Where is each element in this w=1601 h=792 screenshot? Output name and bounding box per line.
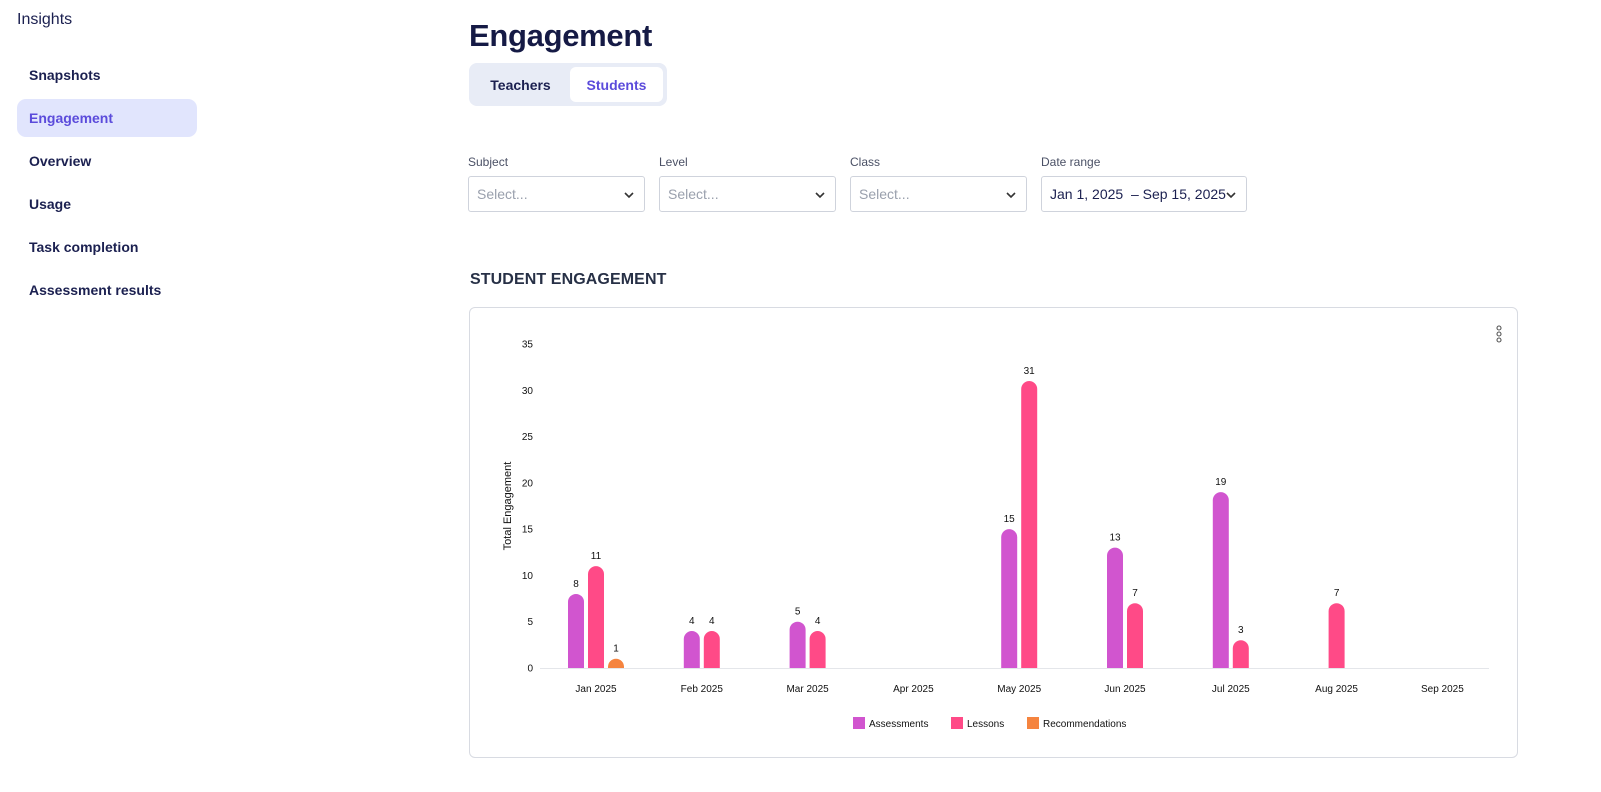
date-range-select[interactable]: Jan 1, 2025 – Sep 15, 2025 <box>1041 176 1247 212</box>
y-tick-label: 5 <box>527 617 533 628</box>
y-tick-label: 25 <box>522 432 534 443</box>
data-label: 7 <box>1132 588 1138 599</box>
subject-label: Subject <box>468 155 509 169</box>
tab-teachers[interactable]: Teachers <box>490 76 551 93</box>
level-filter: Level Select... <box>659 155 836 212</box>
x-tick-label: May 2025 <box>997 684 1041 695</box>
data-label: 11 <box>591 551 602 562</box>
chevron-down-icon <box>1226 192 1236 199</box>
legend-label: Recommendations <box>1043 719 1126 730</box>
bar-assessments <box>568 593 584 668</box>
data-label: 15 <box>1004 514 1016 525</box>
data-label: 4 <box>815 616 821 627</box>
data-label: 7 <box>1334 588 1340 599</box>
level-select[interactable]: Select... <box>659 176 836 212</box>
sidebar-item-task-completion[interactable]: Task completion <box>29 239 139 255</box>
chevron-down-icon <box>815 192 825 199</box>
date-range-filter: Date range Jan 1, 2025 – Sep 15, 2025 <box>1041 155 1247 212</box>
data-label: 19 <box>1215 477 1227 488</box>
bar-lessons <box>1232 640 1249 668</box>
y-tick-label: 30 <box>522 386 534 397</box>
sidebar-brand: Insights <box>17 11 73 28</box>
bar-lessons <box>588 566 604 668</box>
x-tick-label: Feb 2025 <box>681 684 724 695</box>
data-label: 4 <box>709 616 715 627</box>
legend-swatch-recommendations <box>1027 717 1039 729</box>
x-tick-label: Jul 2025 <box>1212 684 1250 695</box>
chart-card: 0 5 10 15 20 25 30 35 Total Engagement 8 11 1 Jan 20… <box>469 307 1518 758</box>
x-tick-label: Jan 2025 <box>575 684 617 695</box>
y-tick-label: 10 <box>522 571 534 582</box>
bar-assessments <box>683 630 700 668</box>
sidebar-item-usage[interactable]: Usage <box>29 196 72 212</box>
sidebar-item-overview[interactable]: Overview <box>29 153 92 169</box>
more-vertical-icon[interactable] <box>1495 325 1503 345</box>
date-range-value: Jan 1, 2025 – Sep 15, 2025 <box>1050 186 1226 202</box>
x-tick-label: Sep 2025 <box>1421 684 1464 695</box>
subject-filter: Subject Select... <box>468 155 645 212</box>
sidebar-item-engagement[interactable]: Engagement <box>17 99 197 137</box>
legend-label: Assessments <box>869 719 928 730</box>
data-label: 8 <box>573 579 579 590</box>
class-label: Class <box>850 155 881 169</box>
section-title: STUDENT ENGAGEMENT <box>470 271 667 288</box>
subject-select[interactable]: Select... <box>468 176 645 212</box>
chevron-down-icon <box>1006 192 1016 199</box>
class-placeholder: Select... <box>859 186 910 202</box>
bar-lessons <box>1328 603 1345 668</box>
y-tick-label: 15 <box>522 525 534 536</box>
data-label: 3 <box>1238 625 1244 636</box>
sidebar-item-snapshots[interactable]: Snapshots <box>29 67 101 83</box>
data-label: 13 <box>1109 533 1121 544</box>
level-label: Level <box>659 155 688 169</box>
bar-lessons <box>1127 603 1143 668</box>
data-label: 31 <box>1024 366 1036 377</box>
chevron-down-icon <box>624 192 634 199</box>
x-tick-label: Jun 2025 <box>1104 684 1146 695</box>
bar-assessments <box>1212 492 1229 668</box>
y-tick-label: 35 <box>522 340 534 351</box>
y-tick-label: 0 <box>527 664 533 675</box>
level-placeholder: Select... <box>668 186 719 202</box>
bar-lessons <box>809 630 826 668</box>
y-tick-label: 20 <box>522 478 534 489</box>
x-tick-label: Mar 2025 <box>786 684 829 695</box>
data-label: 1 <box>613 644 619 655</box>
subject-placeholder: Select... <box>477 186 528 202</box>
legend-label: Lessons <box>967 719 1004 730</box>
sidebar-item-assessment-results[interactable]: Assessment results <box>29 282 162 298</box>
bar-lessons <box>703 630 720 668</box>
sidebar: Insights Snapshots Engagement Overview U… <box>0 0 210 792</box>
data-label: 4 <box>689 616 695 627</box>
bar-lessons <box>1021 381 1038 668</box>
data-label: 5 <box>795 607 801 618</box>
bar-assessments <box>1001 529 1018 668</box>
class-filter: Class Select... <box>850 155 1027 212</box>
y-axis-label: Total Engagement <box>502 462 514 551</box>
bar-assessments <box>1107 547 1123 668</box>
page-title: Engagement <box>469 18 653 53</box>
x-tick-label: Apr 2025 <box>893 684 934 695</box>
date-range-label: Date range <box>1041 155 1101 169</box>
x-tick-label: Aug 2025 <box>1315 684 1358 695</box>
legend-swatch-lessons <box>951 717 963 729</box>
bar-recommendations <box>608 658 624 668</box>
class-select[interactable]: Select... <box>850 176 1027 212</box>
tab-students[interactable]: Students <box>570 67 663 102</box>
bar-assessments <box>789 621 806 668</box>
audience-tabs: Teachers Students <box>469 63 667 106</box>
legend-swatch-assessments <box>853 717 865 729</box>
